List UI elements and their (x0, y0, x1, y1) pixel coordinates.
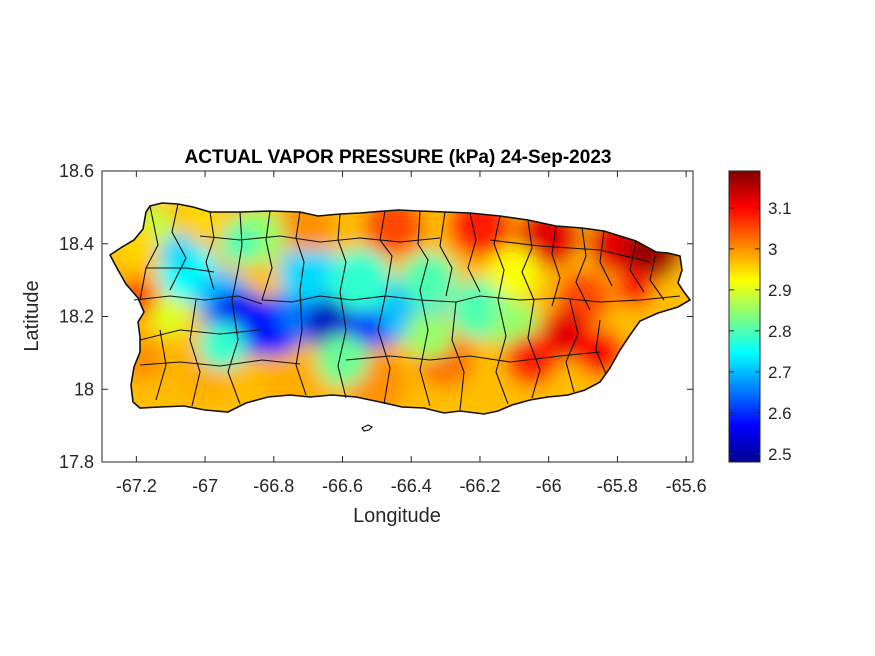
x-tick-label: -66 (536, 476, 562, 496)
municipality-boundary (189, 299, 201, 407)
municipality-boundary (379, 210, 393, 293)
municipality-boundary (139, 205, 159, 301)
x-axis: -67.2 -67 -66.8 -66.6 -66.4 -66.2 -66 -65.8 -65.… (116, 171, 707, 496)
municipality-boundary (479, 295, 681, 303)
municipality-boundary (467, 212, 481, 293)
y-axis-label: Latitude (21, 280, 43, 351)
x-tick-label: -66.2 (459, 476, 500, 496)
municipality-boundary (139, 359, 301, 367)
municipality-boundary (295, 289, 307, 396)
municipality-boundary (337, 291, 347, 399)
colorbar-tick-label: 2.7 (768, 363, 792, 382)
municipality-boundary (337, 213, 347, 293)
caja-de-muertos-island (361, 424, 374, 432)
colorbar-tick-label: 2.8 (768, 322, 792, 341)
colorbar-tick-label: 2.6 (768, 404, 792, 423)
x-tick-label: -67.2 (116, 476, 157, 496)
municipality-boundary (261, 210, 273, 301)
x-tick-label: -66.4 (391, 476, 432, 496)
colorbar (728, 170, 761, 463)
colorbar-ticks: 2.5 2.6 2.7 2.8 2.9 3 3.1 (729, 199, 792, 464)
municipality-boundary (295, 211, 305, 291)
municipality-boundary (527, 299, 541, 399)
municipality-boundary (146, 267, 215, 273)
municipality-boundary (155, 329, 167, 401)
municipality-boundary (575, 227, 591, 311)
municipality-boundary (599, 230, 613, 287)
municipality-boundary (489, 239, 651, 263)
x-tick-label: -65.8 (597, 476, 638, 496)
municipality-boundary (495, 299, 509, 405)
municipality-boundary (565, 299, 579, 393)
municipality-boundary (521, 219, 535, 301)
municipality-boundary (227, 299, 241, 405)
municipality-boundary (439, 211, 453, 297)
municipality-boundary (205, 211, 215, 291)
x-tick-label: -66.6 (322, 476, 363, 496)
y-axis: 17.8 18 18.2 18.4 18.6 (59, 161, 693, 472)
municipality-boundary (133, 295, 263, 305)
municipality-boundary (649, 251, 665, 301)
municipality-boundary (169, 203, 187, 291)
x-tick-label: -67 (192, 476, 218, 496)
x-tick-label: -65.6 (666, 476, 707, 496)
y-tick-label: 18.6 (59, 161, 94, 181)
municipality-boundary (377, 291, 391, 405)
municipality-boundary (345, 351, 601, 363)
municipality-boundary (199, 235, 441, 243)
y-tick-label: 18.4 (59, 234, 94, 254)
x-tick-label: -66.8 (253, 476, 294, 496)
y-tick-label: 18 (74, 379, 94, 399)
island-coastline (108, 202, 692, 415)
municipality-boundary (451, 301, 465, 411)
colorbar-tick-label: 2.5 (768, 445, 792, 464)
municipality-boundary (595, 319, 607, 375)
municipality-boundaries (133, 203, 681, 411)
x-axis-label: Longitude (353, 505, 441, 527)
colorbar-tick-label: 3.1 (768, 199, 792, 218)
municipality-boundary (493, 215, 505, 301)
municipality-boundary (139, 329, 261, 341)
y-tick-label: 18.2 (59, 307, 94, 327)
municipality-boundary (419, 289, 431, 407)
colorbar-tick-label: 2.9 (768, 281, 792, 300)
colorbar-tick-label: 3 (768, 240, 777, 259)
municipality-boundary (417, 210, 429, 291)
municipality-boundary (551, 225, 561, 307)
chart-title: ACTUAL VAPOR PRESSURE (kPa) 24-Sep-2023 (185, 147, 612, 168)
municipality-boundary (629, 240, 645, 293)
y-tick-label: 17.8 (59, 452, 94, 472)
municipality-boundary (261, 295, 481, 303)
municipality-boundary (231, 211, 243, 301)
